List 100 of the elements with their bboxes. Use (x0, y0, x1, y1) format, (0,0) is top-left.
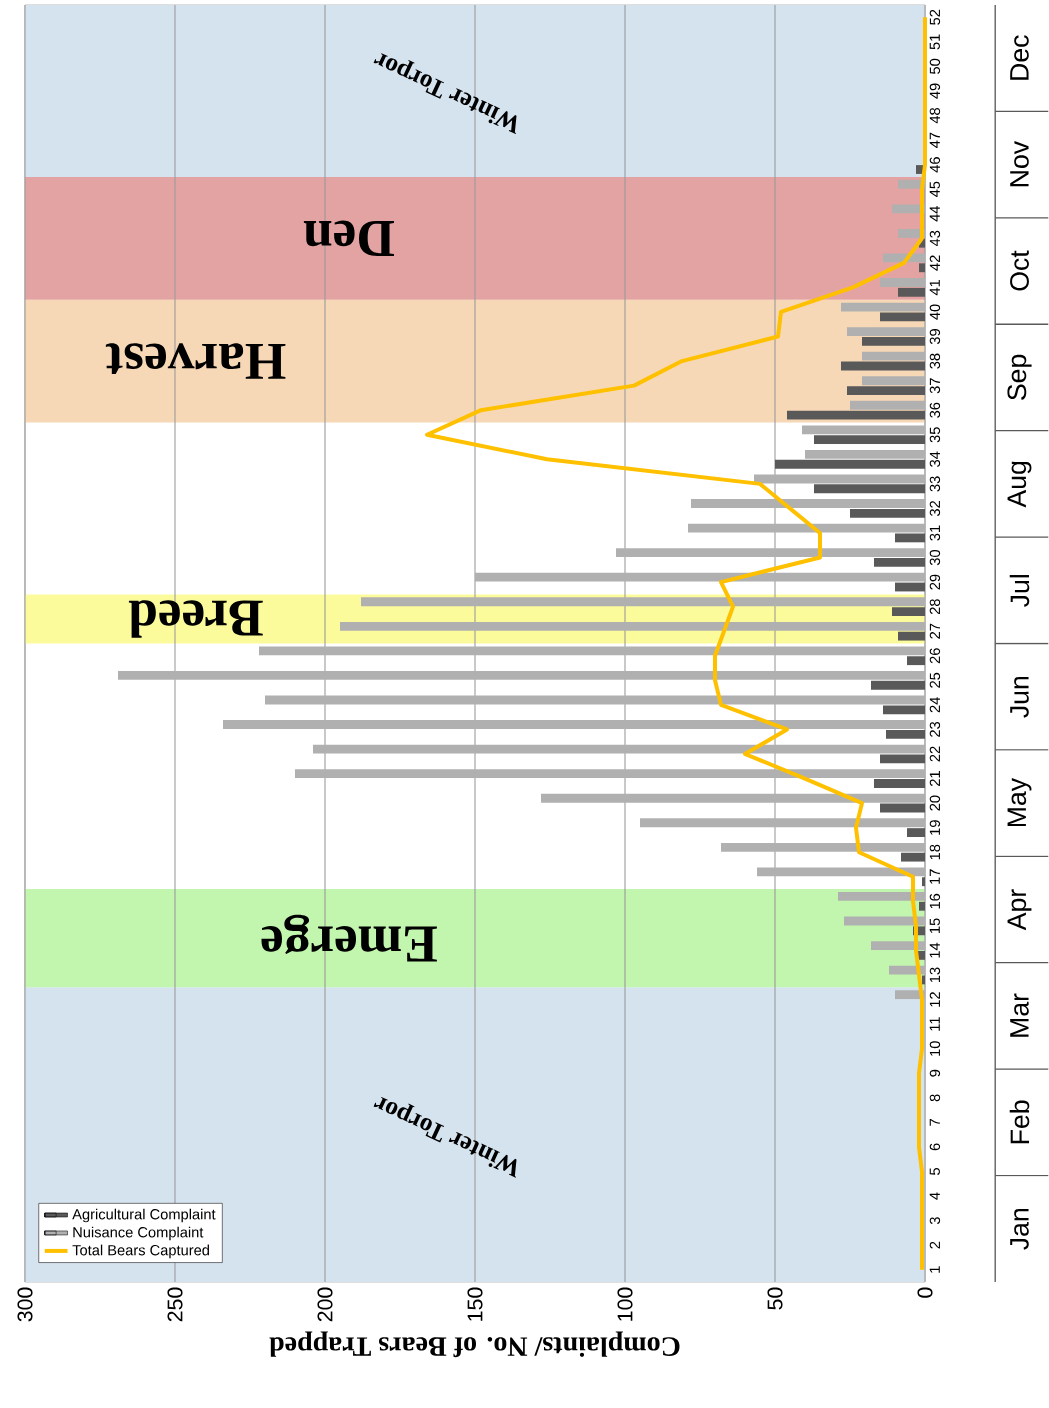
y-tick-label: 13 (929, 967, 941, 983)
bar (898, 287, 926, 297)
bar (814, 435, 926, 445)
bar (265, 695, 926, 705)
y-tick-label: 46 (929, 157, 941, 173)
bar (754, 474, 926, 484)
bar (223, 720, 926, 729)
y-tick-label: 11 (929, 1017, 940, 1031)
text: Sep (1007, 354, 1032, 400)
bar (850, 400, 926, 410)
band-label: Emerge (261, 914, 437, 962)
bar (841, 302, 926, 312)
y-tick-label: 20 (929, 795, 941, 811)
y-tick-label: 50 (929, 58, 941, 74)
bar (340, 621, 926, 631)
y-tick-label: 49 (929, 83, 941, 99)
bar (883, 705, 926, 715)
y-tick-label: 38 (929, 353, 941, 369)
bar (901, 852, 926, 862)
y-tick-label: 34 (929, 451, 941, 467)
y-tick-label: 25 (929, 672, 941, 688)
bar (871, 941, 926, 950)
text: Mar (1010, 993, 1029, 1037)
bar (805, 449, 926, 459)
bar (880, 312, 926, 322)
x-tick-label: 0 (917, 1287, 933, 1298)
y-tick-label: 36 (929, 402, 941, 418)
bar (895, 533, 926, 543)
bar (847, 327, 926, 337)
text: Nov (1010, 141, 1029, 187)
y-tick-label: 26 (929, 648, 941, 664)
y-tick-label: 5 (929, 1168, 940, 1175)
text: Aug (1007, 461, 1032, 508)
y-tick-label: 45 (929, 181, 940, 197)
y-tick-label: 37 (929, 378, 941, 394)
y-tick-label: 42 (929, 255, 940, 271)
bar (862, 351, 926, 361)
y-tick-label: 41 (929, 279, 940, 296)
bar (919, 263, 926, 273)
y-tick-label: 7 (929, 1119, 940, 1126)
y-tick-label: 40 (929, 304, 941, 320)
bar (616, 548, 926, 558)
y-tick-label: 44 (929, 206, 940, 222)
y-tick-label: 4 (929, 1192, 940, 1200)
bar (295, 769, 926, 779)
bar (640, 818, 926, 828)
y-tick-label: 29 (929, 574, 941, 590)
y-tick-label: 51 (929, 34, 940, 50)
text: Jan (1010, 1209, 1029, 1250)
bar (757, 867, 926, 877)
bar (787, 410, 926, 420)
legend-label: Nuisance Complaint (73, 1226, 204, 1241)
band-label: Harvest (105, 343, 286, 379)
y-tick-label: 14 (929, 942, 940, 958)
bar (841, 361, 926, 371)
bar (802, 425, 926, 435)
legend-label: Total Bears Captured (72, 1244, 210, 1259)
bar (907, 656, 926, 666)
x-tick-label: 50 (767, 1287, 783, 1310)
y-tick-label: 43 (929, 230, 941, 247)
y-tick-label: 1 (929, 1266, 940, 1273)
bar (775, 459, 926, 469)
bar (898, 631, 926, 641)
text: Jul (1009, 575, 1030, 607)
y-tick-label: 48 (929, 108, 941, 124)
bar (907, 828, 926, 838)
bar (475, 572, 926, 582)
bar (862, 337, 926, 346)
bar (361, 597, 926, 607)
legend-label: Agricultural Complaint (72, 1208, 216, 1223)
y-tick-label: 35 (929, 427, 941, 443)
y-tick-label: 15 (929, 918, 940, 933)
bar (847, 386, 926, 395)
y-tick-label: 23 (929, 721, 941, 737)
bar (874, 558, 926, 567)
y-tick-label: 30 (929, 549, 941, 566)
bar (313, 744, 926, 754)
text: May (1007, 777, 1032, 827)
y-tick-label: 16 (929, 893, 941, 909)
y-tick-label: 12 (929, 992, 940, 1007)
text: Oct (1010, 250, 1029, 291)
y-tick-label: 18 (929, 844, 941, 860)
x-tick-label: 150 (467, 1287, 483, 1321)
x-tick-label: 100 (617, 1287, 633, 1321)
bar (850, 508, 926, 518)
y-tick-label: 6 (929, 1143, 941, 1151)
y-tick-label: 8 (929, 1094, 941, 1102)
bar (814, 484, 926, 494)
x-axis-title: Complaints/ No. of Bears Trapped (269, 1331, 680, 1358)
text: Dec (1010, 35, 1029, 80)
bar (541, 793, 926, 803)
y-tick-label: 21 (929, 771, 940, 786)
y-tick-label: 27 (929, 623, 940, 639)
bar (259, 646, 926, 656)
y-tick-label: 24 (929, 697, 940, 713)
y-tick-label: 10 (929, 1041, 941, 1056)
y-tick-label: 47 (929, 132, 940, 148)
y-tick-label: 17 (929, 869, 940, 884)
bar (880, 278, 926, 287)
y-tick-label: 52 (929, 9, 941, 25)
